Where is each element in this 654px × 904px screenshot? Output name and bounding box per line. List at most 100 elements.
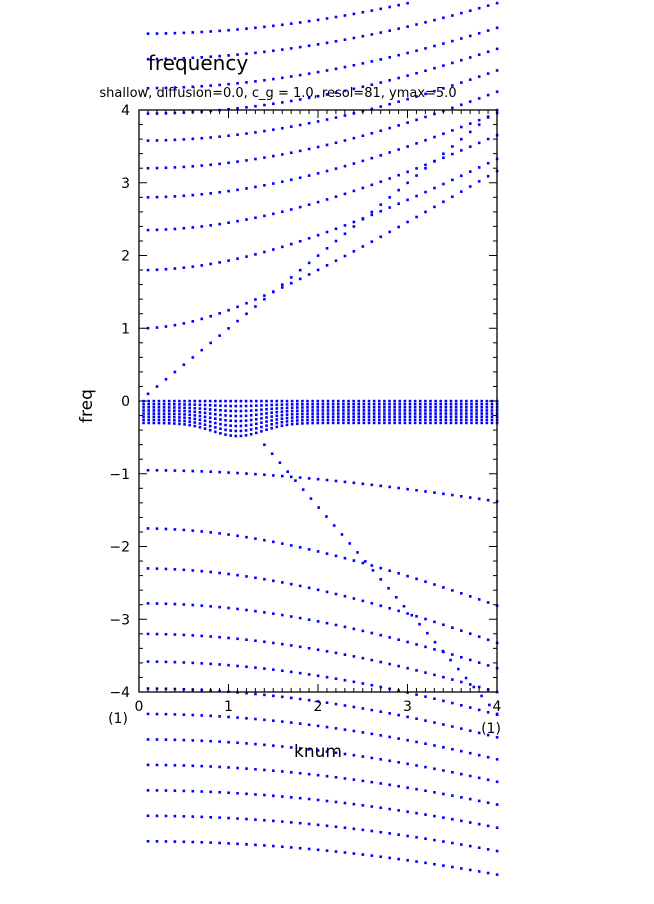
series-14-point — [424, 645, 427, 649]
series-6-point — [298, 123, 302, 127]
series-4-point — [343, 164, 347, 168]
series-22-point — [370, 829, 374, 833]
series-25-point — [367, 421, 371, 425]
series-10-point — [218, 29, 221, 33]
series-25-point — [372, 418, 376, 422]
series-3-point — [325, 198, 329, 201]
series-18-point — [182, 713, 186, 716]
series-25-point — [152, 406, 156, 409]
series-25-point — [173, 409, 176, 413]
series-0-point — [254, 305, 257, 308]
series-6-point — [227, 134, 230, 138]
series-15-point — [200, 634, 204, 638]
series-6-point — [155, 139, 159, 142]
series-25-point — [367, 409, 371, 412]
series-25-point — [321, 402, 325, 406]
series-0-point — [164, 377, 168, 381]
series-20-point — [146, 763, 150, 767]
series-25-point — [383, 402, 386, 406]
series-19-point — [316, 749, 320, 752]
series-21-point — [460, 819, 463, 823]
series-25-point — [188, 399, 191, 403]
series-24-point — [457, 667, 460, 671]
series-25-point — [352, 399, 355, 403]
y-axis-label: freq — [77, 389, 97, 423]
series-18-point — [146, 712, 150, 716]
series-25-point — [475, 406, 478, 409]
series-9-point — [477, 6, 481, 10]
series-25-point — [229, 429, 232, 432]
series-5-point — [477, 97, 481, 100]
series-25-point — [475, 402, 478, 406]
series-11-point — [245, 472, 248, 475]
series-25-point — [224, 404, 227, 408]
series-6-point — [495, 69, 499, 72]
series-22-point — [307, 822, 311, 826]
series-0-point — [191, 356, 195, 359]
series-25-point — [377, 421, 381, 425]
series-14-point — [468, 658, 472, 662]
series-25-point — [434, 399, 437, 403]
series-2-point — [343, 224, 347, 227]
series-22-point — [200, 815, 204, 819]
series-14-point — [307, 618, 311, 621]
series-6-point — [388, 102, 391, 106]
series-4-point — [236, 188, 239, 192]
series-25-point — [347, 409, 350, 412]
series-20-point — [415, 787, 418, 791]
series-25-point — [465, 399, 468, 403]
series-1-point — [245, 301, 248, 305]
series-22-point — [379, 830, 383, 834]
series-25-point — [449, 421, 453, 425]
series-21-point — [191, 789, 195, 793]
series-20-point — [352, 778, 356, 781]
series-25-point — [449, 412, 453, 415]
series-25-point — [234, 419, 238, 423]
series-24-point — [488, 703, 491, 707]
series-1-point — [406, 220, 409, 224]
axis-ticks — [138, 109, 498, 693]
series-2-point — [281, 245, 284, 249]
x-tick-label: 2 — [314, 699, 323, 715]
series-22-point — [191, 815, 195, 818]
series-25-point — [265, 412, 268, 415]
y-tick-label: −1 — [109, 467, 130, 483]
series-0-point — [227, 327, 230, 330]
series-25-point — [311, 406, 314, 409]
series-7-point — [415, 71, 418, 75]
series-21-point — [218, 790, 221, 794]
series-6-point — [442, 87, 445, 90]
series-25-point — [408, 412, 412, 415]
series-25-point — [311, 418, 314, 422]
series-5-point — [388, 126, 391, 130]
series-25-point — [362, 402, 366, 406]
series-16-point — [424, 695, 427, 698]
series-25-point — [377, 418, 381, 422]
series-3-point — [316, 200, 320, 204]
series-10-point — [361, 10, 365, 14]
series-25-point — [311, 399, 314, 403]
series-25-point — [465, 418, 468, 422]
series-25-point — [377, 409, 381, 412]
series-2-point — [227, 259, 230, 262]
series-25-point — [249, 399, 253, 403]
series-0-point — [298, 268, 302, 272]
series-2-point — [254, 253, 257, 256]
series-25-point — [418, 409, 422, 412]
series-12-point — [200, 530, 204, 533]
series-4-point — [209, 192, 212, 195]
series-25-point — [357, 409, 361, 412]
series-18-point — [245, 716, 248, 720]
series-25-point — [285, 409, 289, 413]
series-18-point — [334, 727, 338, 730]
series-1-point — [218, 312, 221, 315]
series-19-point — [146, 738, 150, 741]
series-19-point — [325, 750, 329, 753]
series-25-point — [403, 418, 407, 422]
series-18-point — [397, 737, 400, 740]
series-25-point — [336, 399, 340, 403]
series-15-point — [245, 638, 248, 642]
series-5-point — [495, 90, 499, 94]
series-12-point — [415, 577, 418, 581]
series-25-point — [459, 406, 463, 409]
